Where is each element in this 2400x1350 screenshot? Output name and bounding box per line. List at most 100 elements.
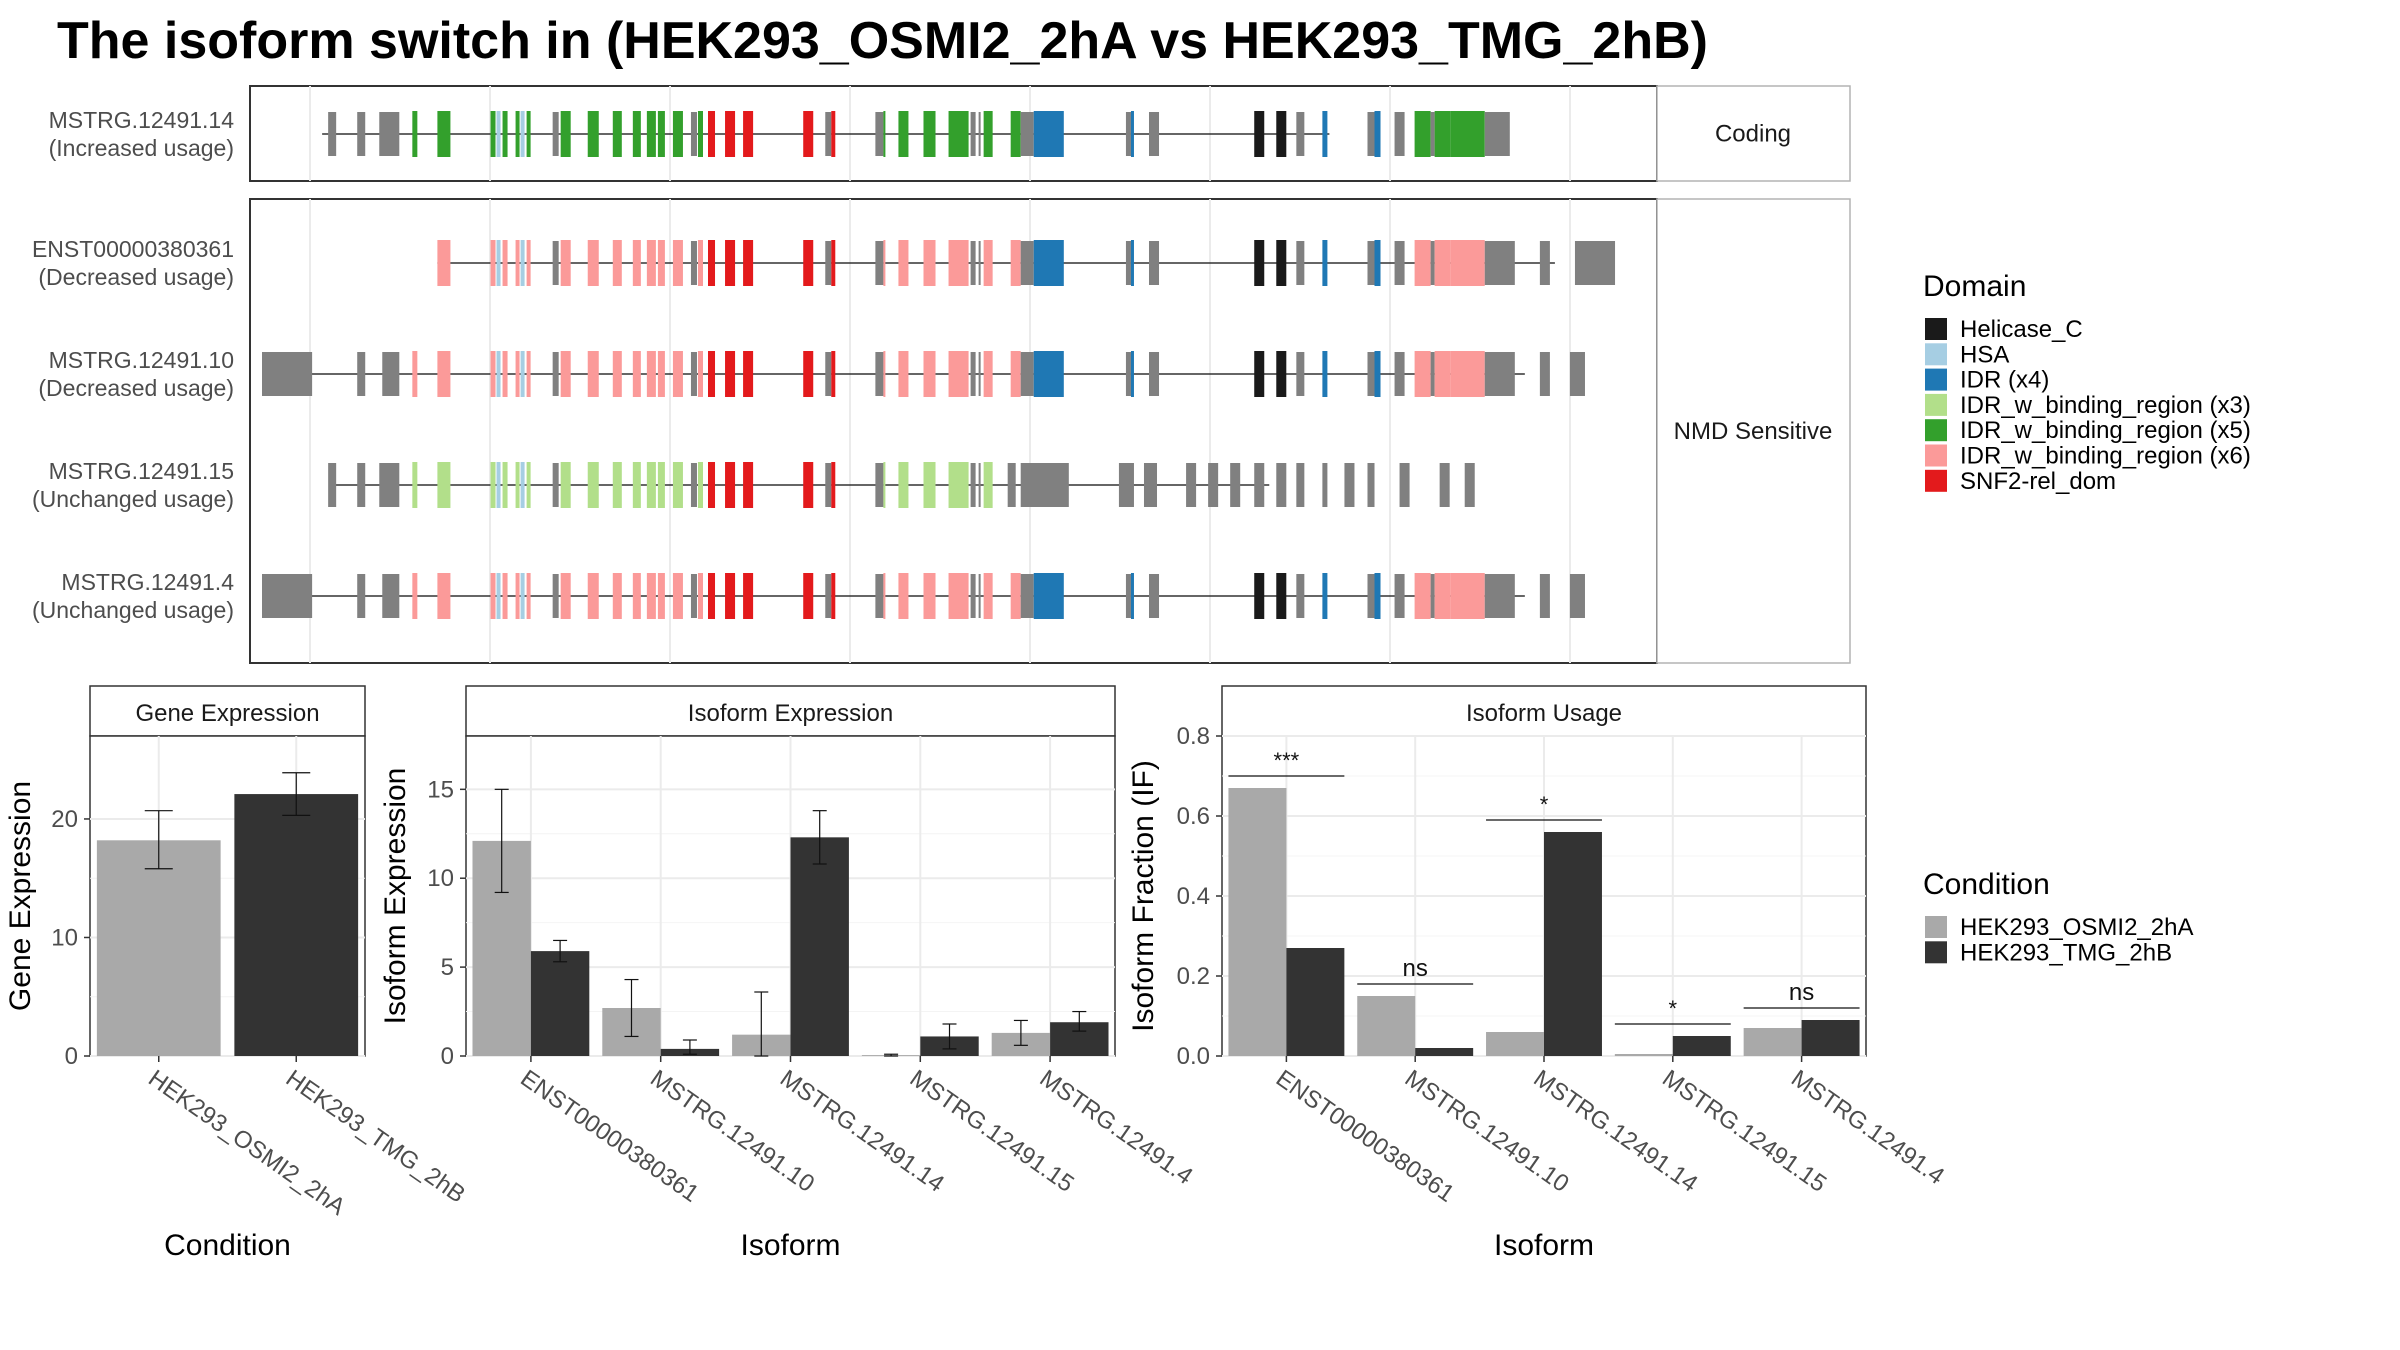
- exon: [978, 241, 981, 285]
- exon: [587, 462, 599, 508]
- domain-legend-key: [1925, 368, 1947, 391]
- exon: [1322, 240, 1328, 286]
- exon: [587, 573, 599, 619]
- exon: [978, 352, 981, 396]
- exon: [743, 573, 754, 619]
- exon: [1130, 573, 1134, 619]
- exon: [490, 462, 496, 508]
- exon: [697, 573, 703, 619]
- x-axis-title: Isoform: [1494, 1229, 1594, 1262]
- x-axis-title: Isoform: [740, 1229, 840, 1262]
- exon: [1130, 240, 1134, 286]
- exon: [515, 111, 520, 157]
- exon: [612, 462, 622, 508]
- exon: [1367, 112, 1375, 156]
- exon: [898, 240, 909, 286]
- exon: [883, 111, 886, 157]
- exon: [646, 462, 656, 508]
- exon: [1394, 574, 1405, 618]
- exon: [1344, 463, 1355, 507]
- exon: [1033, 240, 1064, 286]
- bar: [790, 837, 849, 1056]
- exon: [502, 573, 508, 619]
- bar: [1286, 948, 1345, 1056]
- exon: [490, 111, 496, 157]
- transcript-name: ENST00000380361: [32, 236, 234, 262]
- exon: [1208, 463, 1219, 507]
- exon: [948, 111, 969, 157]
- exon: [1322, 573, 1328, 619]
- exon: [1367, 574, 1375, 618]
- exon: [1430, 241, 1435, 285]
- exon: [1434, 351, 1451, 397]
- exon: [1322, 351, 1328, 397]
- transcript-usage: (Unchanged usage): [32, 597, 234, 623]
- exon: [831, 351, 836, 397]
- significance-label: *: [1540, 792, 1549, 817]
- exon: [437, 573, 451, 619]
- exon: [632, 573, 641, 619]
- bar: [1228, 788, 1287, 1056]
- chart-title: Isoform Usage: [1466, 700, 1622, 727]
- exon: [496, 111, 501, 157]
- exon: [560, 111, 571, 157]
- exon: [725, 111, 736, 157]
- exon: [552, 112, 559, 156]
- exon: [1414, 111, 1431, 157]
- y-tick-label: 0.0: [1177, 1043, 1210, 1070]
- strip-0: [1656, 85, 1851, 182]
- domain-legend-label: IDR (x4): [1960, 367, 2049, 394]
- exon: [357, 574, 366, 618]
- condition-legend-key: [1925, 941, 1947, 964]
- exon: [496, 240, 501, 286]
- exon: [883, 573, 886, 619]
- exon: [1118, 463, 1134, 507]
- exon: [328, 463, 337, 507]
- exon: [1148, 574, 1160, 618]
- exon: [657, 351, 665, 397]
- exon: [657, 573, 665, 619]
- exon: [1430, 574, 1435, 618]
- exon: [1020, 352, 1034, 396]
- exon: [1254, 240, 1265, 286]
- bar-chart-0: Gene Expression01020HEK293_OSMI2_2hAHEK2…: [4, 685, 470, 1262]
- exon: [1148, 352, 1160, 396]
- exon: [496, 351, 501, 397]
- exon: [697, 240, 703, 286]
- exon: [560, 462, 571, 508]
- domain-legend-key: [1925, 393, 1947, 416]
- exon: [1539, 574, 1550, 618]
- exon: [357, 352, 366, 396]
- exon: [437, 111, 451, 157]
- exon: [632, 462, 641, 508]
- exon: [1130, 111, 1134, 157]
- exon: [560, 351, 571, 397]
- exon: [502, 240, 508, 286]
- exon: [725, 351, 736, 397]
- exon: [1296, 463, 1305, 507]
- exon: [970, 241, 976, 285]
- exon: [708, 111, 716, 157]
- exon: [412, 351, 418, 397]
- exon: [646, 111, 656, 157]
- exon: [875, 112, 884, 156]
- exon: [520, 573, 525, 619]
- exon: [725, 240, 736, 286]
- exon: [970, 112, 976, 156]
- exon: [1010, 240, 1021, 286]
- exon: [1033, 351, 1064, 397]
- exon: [552, 241, 559, 285]
- exon: [379, 112, 400, 156]
- exon: [1007, 463, 1016, 507]
- exon: [560, 240, 571, 286]
- exon: [520, 111, 525, 157]
- y-tick-label: 0.2: [1177, 963, 1210, 990]
- exon: [490, 573, 496, 619]
- exon: [612, 573, 622, 619]
- exon: [923, 240, 936, 286]
- domain-legend-key: [1925, 343, 1947, 366]
- transcript-usage: (Increased usage): [49, 135, 234, 161]
- exon: [1569, 352, 1585, 396]
- exon: [520, 351, 525, 397]
- exon: [983, 573, 993, 619]
